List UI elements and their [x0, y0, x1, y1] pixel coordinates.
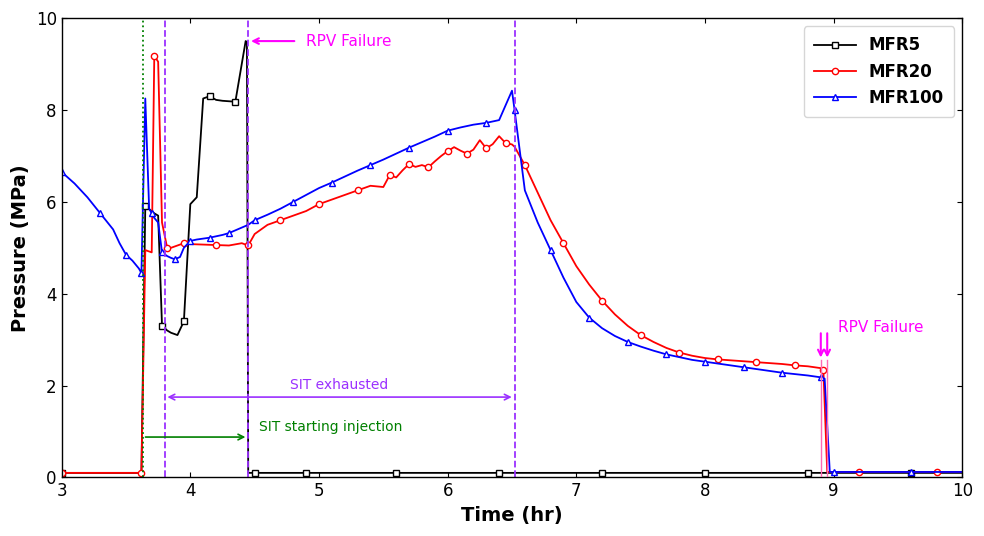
- MFR5: [931, 470, 943, 476]
- Text: SIT exhausted: SIT exhausted: [290, 377, 389, 392]
- MFR5: [240, 38, 252, 44]
- MFR20: [509, 144, 521, 150]
- MFR20: [56, 470, 68, 476]
- MFR5: [149, 210, 160, 217]
- Line: MFR5: MFR5: [58, 38, 965, 476]
- MFR20: [146, 249, 157, 256]
- MFR5: [828, 470, 839, 476]
- MFR20: [956, 469, 968, 475]
- MFR20: [635, 332, 646, 338]
- X-axis label: Time (hr): Time (hr): [461, 506, 563, 525]
- Line: MFR100: MFR100: [58, 87, 966, 475]
- MFR100: [391, 151, 402, 157]
- MFR100: [824, 469, 835, 475]
- MFR5: [956, 470, 968, 476]
- MFR100: [69, 180, 81, 187]
- MFR5: [165, 330, 177, 336]
- Line: MFR20: MFR20: [58, 53, 965, 476]
- MFR100: [113, 240, 125, 247]
- MFR20: [699, 355, 710, 361]
- MFR100: [725, 362, 737, 369]
- Legend: MFR5, MFR20, MFR100: MFR5, MFR20, MFR100: [804, 26, 954, 117]
- MFR100: [338, 173, 350, 180]
- MFR20: [184, 241, 196, 247]
- MFR20: [242, 242, 254, 249]
- Text: SIT starting injection: SIT starting injection: [259, 420, 401, 434]
- Y-axis label: Pressure (MPa): Pressure (MPa): [11, 164, 31, 332]
- MFR100: [506, 87, 518, 94]
- MFR5: [229, 99, 241, 105]
- Text: RPV Failure: RPV Failure: [837, 320, 923, 335]
- MFR100: [56, 169, 68, 175]
- MFR5: [56, 470, 68, 476]
- MFR100: [673, 354, 685, 360]
- MFR100: [956, 469, 968, 475]
- Text: RPV Failure: RPV Failure: [306, 34, 392, 49]
- MFR20: [149, 53, 160, 59]
- MFR5: [184, 201, 196, 207]
